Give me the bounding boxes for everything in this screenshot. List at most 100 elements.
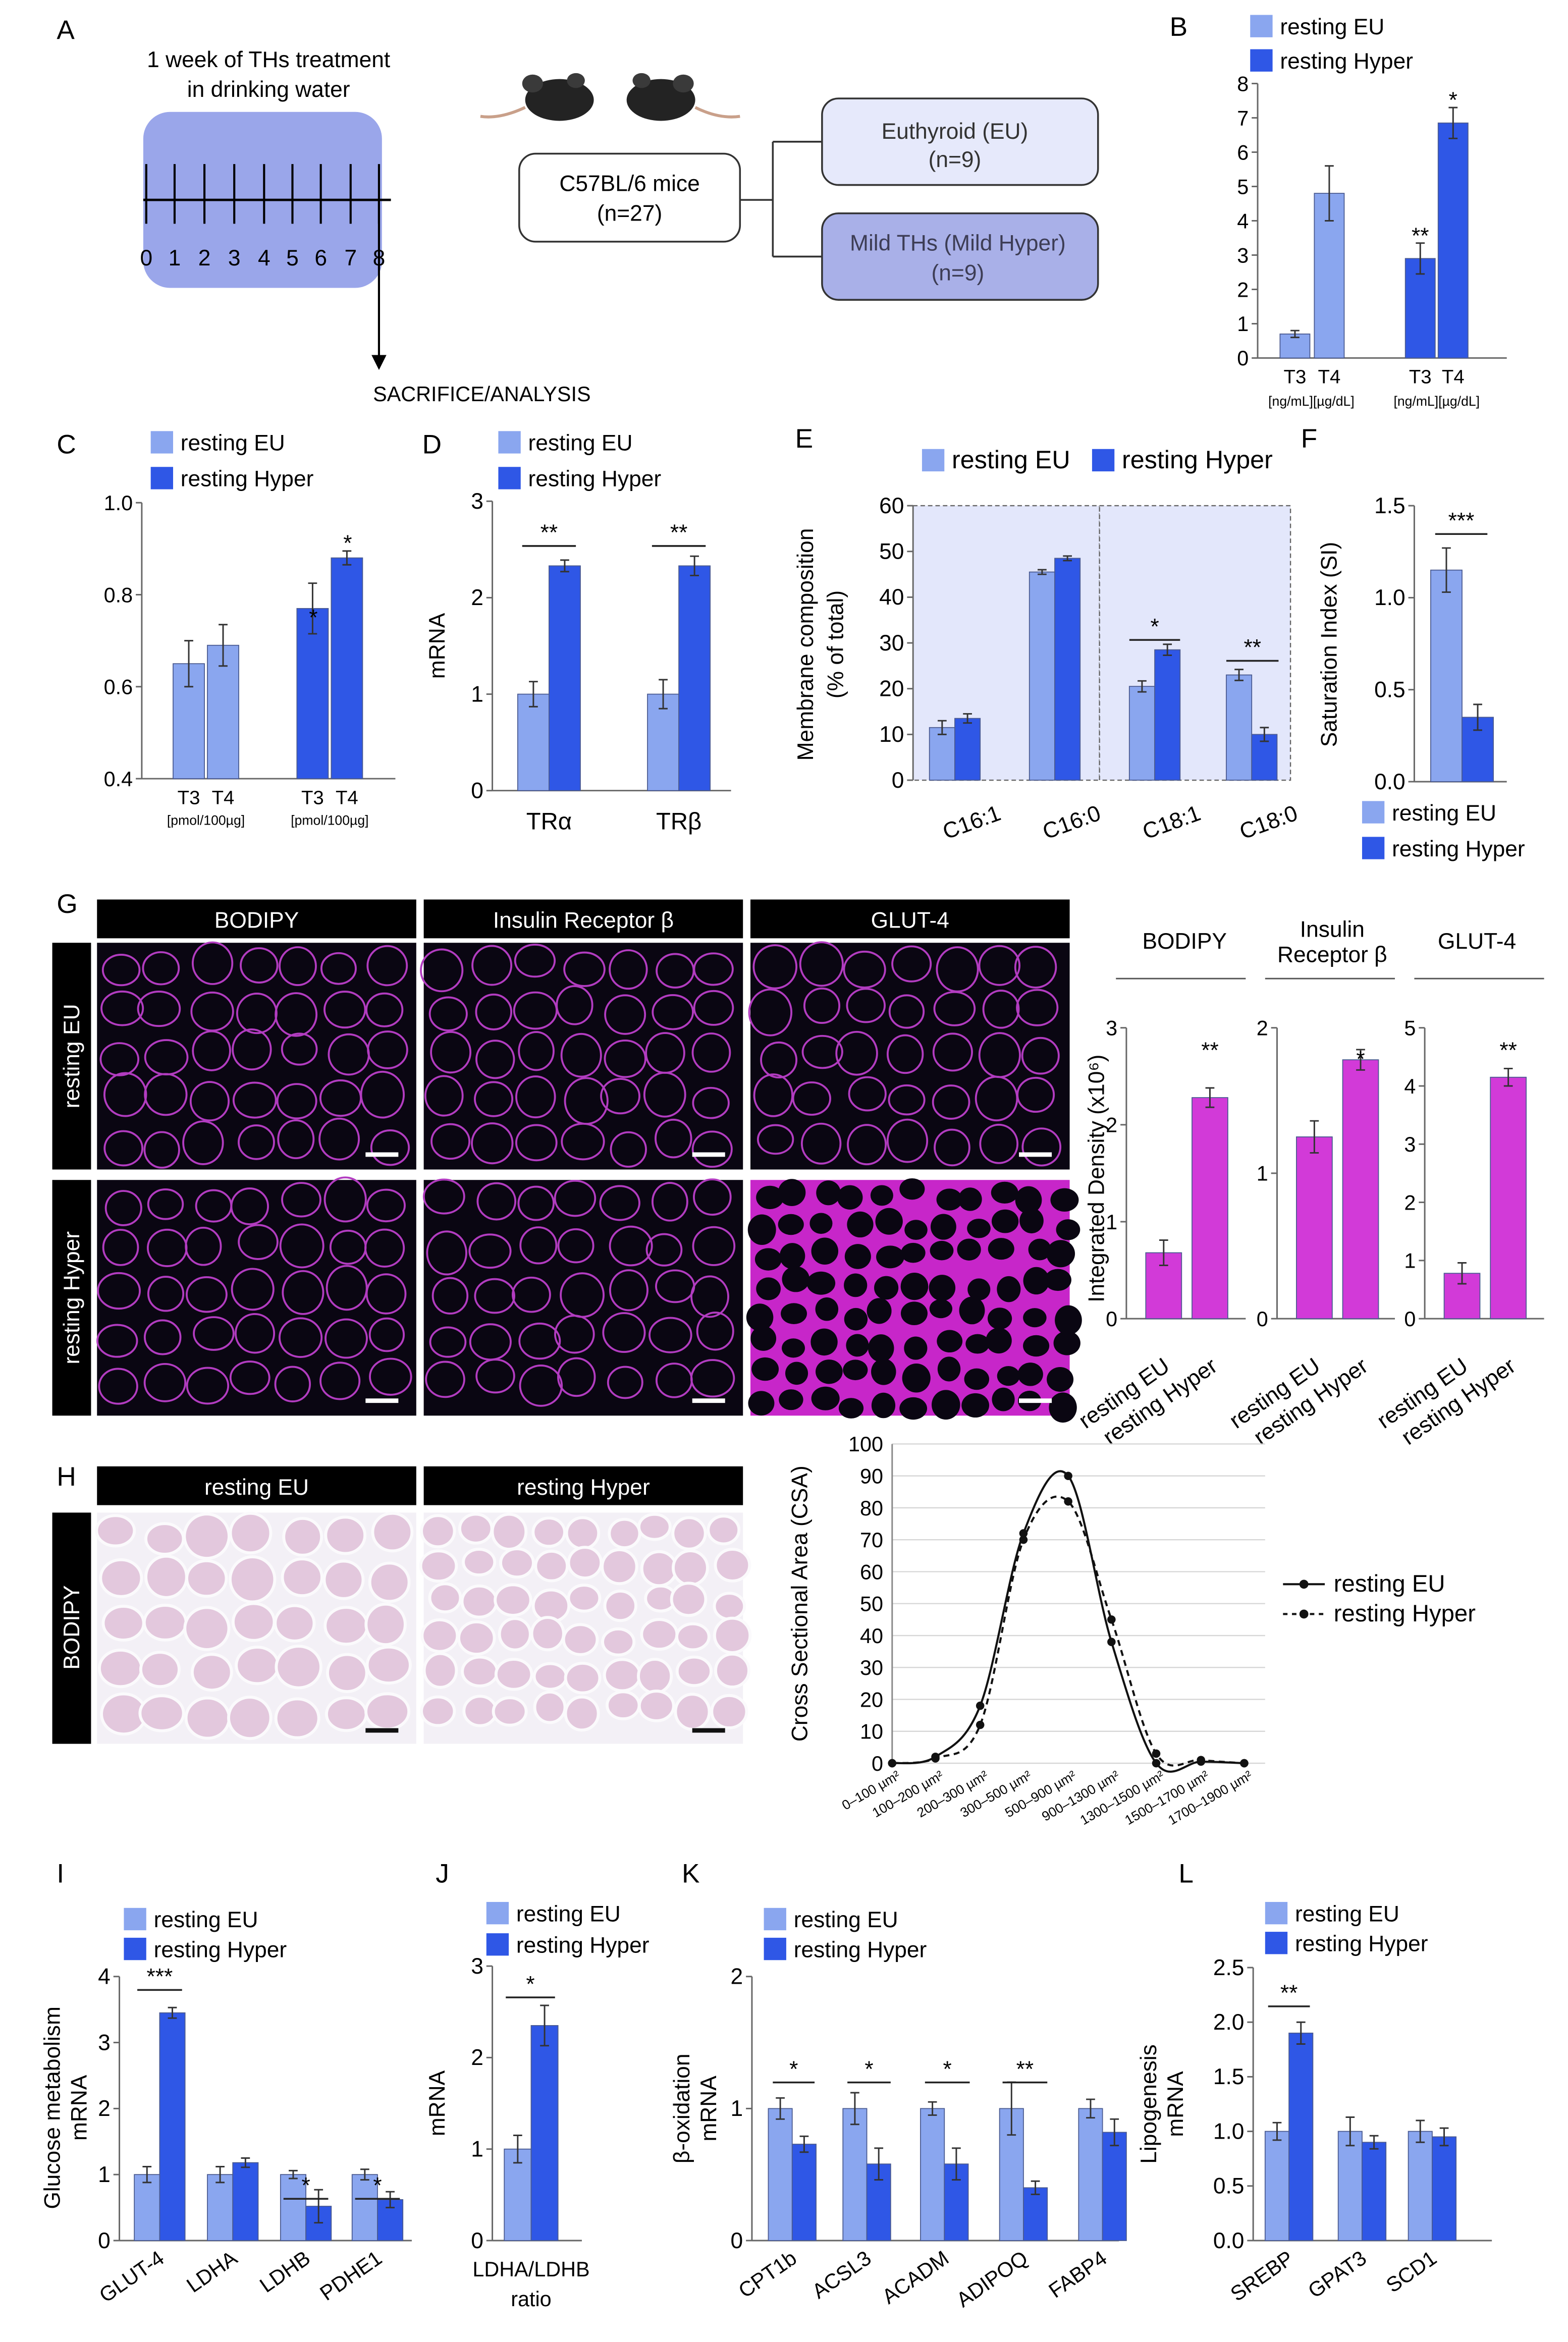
quant-title: Insulin [1300, 917, 1365, 942]
significance-star: *** [147, 1965, 173, 1989]
muscle-fiber [693, 1178, 732, 1216]
muscle-fiber [99, 1558, 143, 1598]
x-tick-label: C16:0 [1040, 801, 1104, 845]
muscle-fiber [183, 1512, 231, 1560]
bar-hyper [549, 565, 581, 791]
muscle-fiber [238, 1124, 275, 1160]
panel-letter: F [1301, 424, 1318, 454]
significance-star: ** [1412, 224, 1429, 248]
muscle-fiber [986, 1328, 1012, 1354]
mice-label: C57BL/6 mice [559, 171, 699, 196]
muscle-fiber [806, 1271, 836, 1295]
x-tick-label: LDHA [182, 2246, 241, 2297]
muscle-fiber [458, 1512, 494, 1545]
muscle-fiber [143, 1131, 180, 1169]
muscle-fiber [185, 1276, 228, 1313]
muscle-fiber [809, 1213, 833, 1234]
legend-label-eu: resting EU [794, 1908, 898, 1932]
group-connector [740, 141, 822, 258]
muscle-fiber [750, 1326, 777, 1351]
muscle-fiber [609, 949, 648, 990]
muscle-fiber [811, 1386, 840, 1410]
muscle-fiber [460, 1584, 498, 1619]
muscle-fiber [282, 1516, 323, 1557]
muscle-fiber [103, 1130, 144, 1167]
panel-letter: B [1170, 12, 1187, 42]
y-tick-label: 2 [471, 2045, 483, 2070]
muscle-fiber [871, 1392, 896, 1419]
muscle-fiber [693, 952, 734, 986]
muscle-fiber [565, 1516, 601, 1550]
y-tick-label: 70 [860, 1529, 883, 1552]
x-tick-label: LDHB [255, 2246, 314, 2297]
data-point [1019, 1535, 1028, 1544]
muscle-fiber [1055, 1305, 1082, 1335]
muscle-fiber [281, 1032, 318, 1066]
euthyroid-count: (n=9) [929, 147, 982, 172]
muscle-fiber [778, 1179, 806, 1206]
legend-label-eu: resting EU [181, 431, 285, 456]
muscle-fiber [143, 1319, 182, 1355]
muscle-fiber [675, 1622, 711, 1652]
muscle-fiber [278, 1317, 323, 1358]
bar-eu [1226, 674, 1253, 781]
muscle-fiber [323, 991, 366, 1029]
muscle-fiber [530, 1616, 565, 1652]
muscle-fiber [816, 1359, 843, 1384]
y-tick-label: 0 [471, 778, 483, 803]
micrograph [97, 1180, 416, 1416]
muscle-fiber [604, 1039, 646, 1078]
y-tick-label: 3 [471, 1954, 483, 1979]
data-point [976, 1701, 985, 1710]
data-point [1107, 1615, 1116, 1624]
muscle-fiber [672, 1549, 709, 1587]
muscle-fiber [937, 1330, 963, 1353]
panel-a: A 1 week of THs treatment in drinking wa… [57, 15, 1099, 406]
muscle-fiber [1014, 946, 1057, 989]
legend-label-eu: resting EU [952, 446, 1070, 474]
y-tick-label: 0 [471, 2228, 483, 2253]
muscle-fiber [847, 1124, 887, 1166]
muscle-fiber [534, 1549, 569, 1583]
muscle-fiber [810, 1328, 838, 1356]
muscle-fiber [997, 1366, 1020, 1386]
bar-hyper [1251, 734, 1278, 781]
muscle-fiber [519, 1365, 563, 1407]
legend-label-eu: resting EU [154, 1908, 258, 1932]
muscle-fiber [713, 1616, 752, 1654]
muscle-fiber [193, 1316, 235, 1351]
muscle-fiber [104, 1190, 142, 1226]
muscle-fiber [602, 1312, 646, 1353]
legend-swatch-hyper [1092, 449, 1115, 472]
muscle-fiber [936, 1188, 962, 1211]
data-point [1107, 1638, 1116, 1646]
muscle-fiber [282, 1270, 325, 1315]
muscle-fiber [690, 1275, 729, 1318]
legend-swatch-hyper [1362, 837, 1385, 859]
muscle-fiber [564, 1695, 600, 1732]
muscle-fiber [561, 1122, 605, 1161]
muscle-fiber [982, 990, 1020, 1029]
legend-label-eu: resting EU [1334, 1570, 1445, 1597]
muscle-fiber [692, 1226, 736, 1266]
muscle-fiber [756, 1277, 781, 1300]
x-tick-label: SREBP [1226, 2246, 1297, 2306]
y-tick-label: 0.6 [104, 676, 133, 699]
muscle-fiber [752, 944, 798, 990]
muscle-fiber [930, 1240, 954, 1261]
muscle-fiber [147, 1188, 184, 1220]
muscle-fiber [675, 1655, 713, 1687]
bar-hyper [232, 2162, 259, 2241]
x-tick-label: C18:0 [1236, 801, 1301, 845]
muscle-fiber [230, 1187, 269, 1225]
muscle-fiber [235, 1646, 280, 1685]
y-tick-label: 2 [1404, 1191, 1416, 1214]
muscle-fiber [603, 1589, 637, 1622]
muscle-fiber [1050, 1188, 1079, 1212]
muscle-fiber [868, 1334, 894, 1363]
y-tick-label: 50 [879, 539, 904, 564]
muscle-fiber [365, 1645, 412, 1685]
